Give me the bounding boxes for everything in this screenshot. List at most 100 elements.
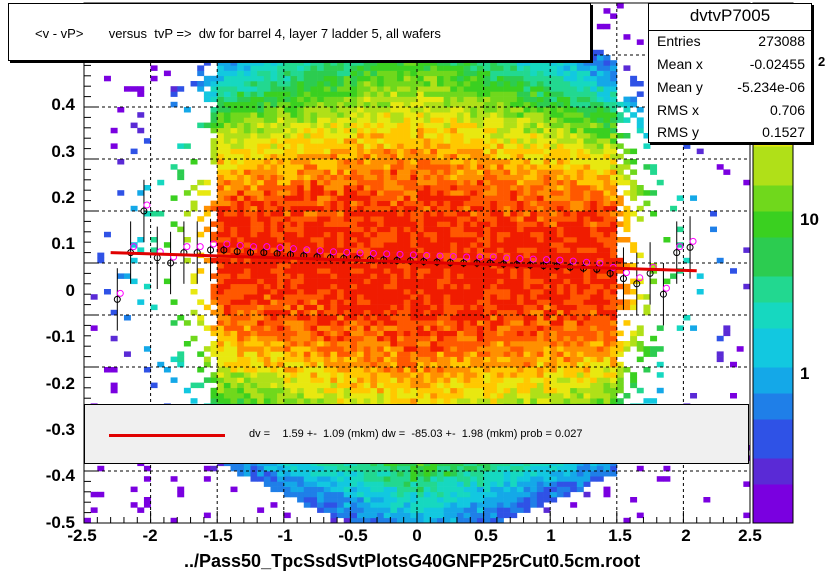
density-cell [357,341,365,347]
density-cell [456,471,464,477]
density-cell [390,517,398,524]
density-cell [370,315,378,321]
density-cell [250,216,258,222]
density-cell [443,387,451,394]
density-cell [330,346,338,352]
density-cell [250,372,258,378]
density-cell [476,304,484,311]
density-cell [530,330,538,337]
density-cell [443,148,451,155]
density-cell [496,335,504,342]
density-cell [283,315,291,321]
density-cell [357,304,365,311]
density-cell [303,367,311,373]
density-cell [257,107,265,113]
density-cell [110,367,118,373]
density-cell [516,335,524,342]
density-cell [397,335,404,342]
density-cell [483,148,491,155]
density-cell [436,174,444,181]
density-cell [250,252,258,259]
density-cell [257,190,265,196]
density-cell [397,226,404,233]
density-cell [476,231,484,238]
density-cell [490,91,498,97]
density-cell [523,257,531,264]
density-cell [223,127,231,134]
density-cell [390,372,398,378]
density-cell [283,211,291,217]
density-cell [203,356,211,363]
density-cell [397,507,404,513]
density-cell [510,507,518,513]
density-cell [483,86,491,92]
density-cell [290,148,298,155]
density-cell [237,330,245,337]
density-cell [510,325,518,331]
density-cell [516,476,524,482]
density-cell [496,70,504,77]
density-cell [397,91,404,97]
density-cell [303,481,311,487]
density-cell [263,179,271,186]
density-cell [410,247,418,253]
density-cell [490,133,498,139]
density-cell [343,382,351,389]
density-cell [516,231,524,238]
density-cell [483,159,491,165]
density-cell [90,491,98,498]
density-cell [523,351,531,357]
density-cell [343,122,351,129]
density-cell [277,481,285,487]
density-cell [470,507,478,513]
density-cell [223,398,231,404]
density-cell [197,122,205,129]
density-cell [217,169,225,175]
density-cell [423,507,431,513]
density-cell [483,387,491,394]
density-cell [303,101,311,108]
density-cell [270,169,278,175]
density-cell [423,127,431,134]
density-cell [243,268,251,274]
density-cell [430,195,438,201]
density-cell [277,294,285,300]
density-cell [430,60,438,66]
density-cell [257,117,265,123]
density-cell [323,486,331,493]
density-cell [490,465,498,472]
density-cell [543,382,551,389]
density-cell [250,304,258,311]
density-cell [303,205,311,212]
density-cell [443,486,451,493]
density-cell [403,351,411,357]
density-cell [450,164,458,170]
density-cell [283,283,291,290]
density-cell [483,278,491,285]
density-cell [450,205,458,212]
density-cell [317,211,325,217]
density-cell [390,341,398,347]
density-cell [536,91,544,97]
density-cell [543,330,551,337]
density-cell [523,247,531,253]
density-cell [337,330,345,337]
density-cell [310,351,318,357]
density-cell [243,299,251,305]
density-cell [270,216,278,222]
density-cell [443,346,451,352]
density-cell [436,60,444,66]
density-cell [330,335,338,342]
density-cell [470,101,478,108]
density-cell [357,278,365,285]
density-cell [370,96,378,103]
density-cell [210,299,218,305]
density-cell [330,361,338,368]
density-cell [470,263,478,269]
density-cell [330,75,338,82]
density-cell [217,283,225,290]
density-cell [450,211,458,217]
density-cell [483,96,491,103]
density-cell [290,320,298,326]
density-cell [436,179,444,186]
